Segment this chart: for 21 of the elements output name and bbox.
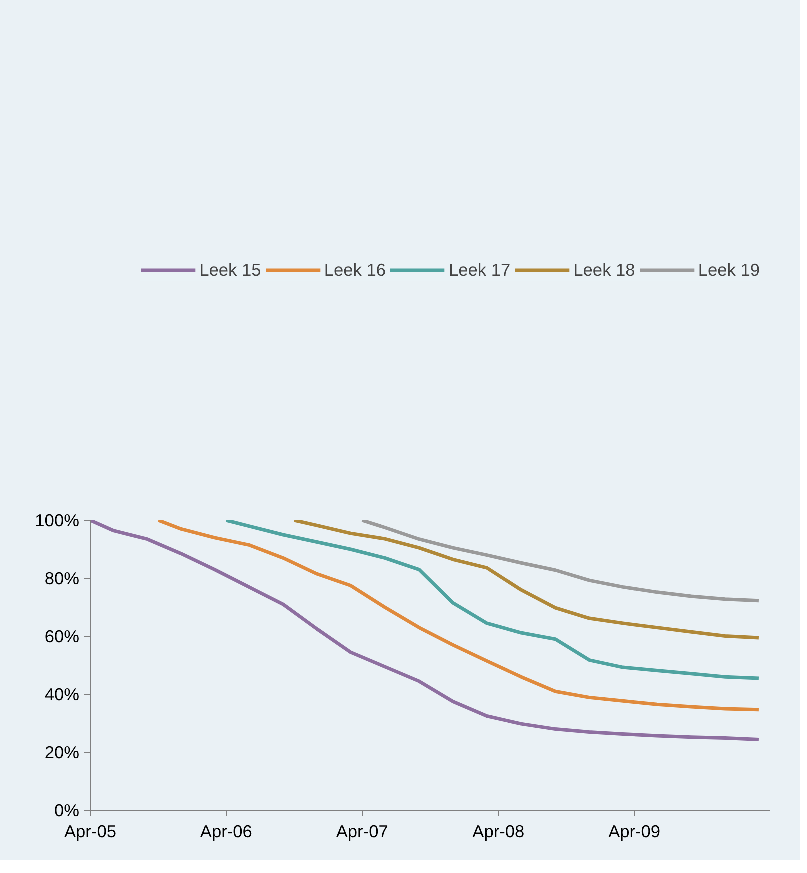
y-tick-label: 100%	[35, 510, 80, 530]
legend-label: Leek 16	[324, 260, 386, 280]
line-series	[292, 520, 761, 640]
x-tick-label: Apr-09	[608, 822, 661, 842]
y-tick-label: 0%	[54, 800, 80, 820]
line-series	[90, 520, 761, 742]
y-tick-label: 20%	[44, 742, 80, 762]
legend-label: Leek 19	[698, 260, 760, 280]
line-series	[224, 520, 761, 680]
y-tick-label: 40%	[44, 684, 80, 704]
y-tick-label: 80%	[44, 568, 80, 588]
x-tick-label: Apr-08	[472, 822, 525, 842]
line-series	[360, 520, 761, 603]
line-series	[156, 520, 761, 712]
legend-label: Leek 15	[200, 260, 262, 280]
x-tick-label: Apr-05	[64, 822, 117, 842]
legend-label: Leek 17	[448, 260, 511, 280]
x-tick-label: Apr-07	[336, 822, 388, 842]
legend-label: Leek 18	[574, 260, 636, 280]
x-tick-label: Apr-06	[200, 822, 252, 842]
y-tick-label: 60%	[44, 626, 80, 646]
